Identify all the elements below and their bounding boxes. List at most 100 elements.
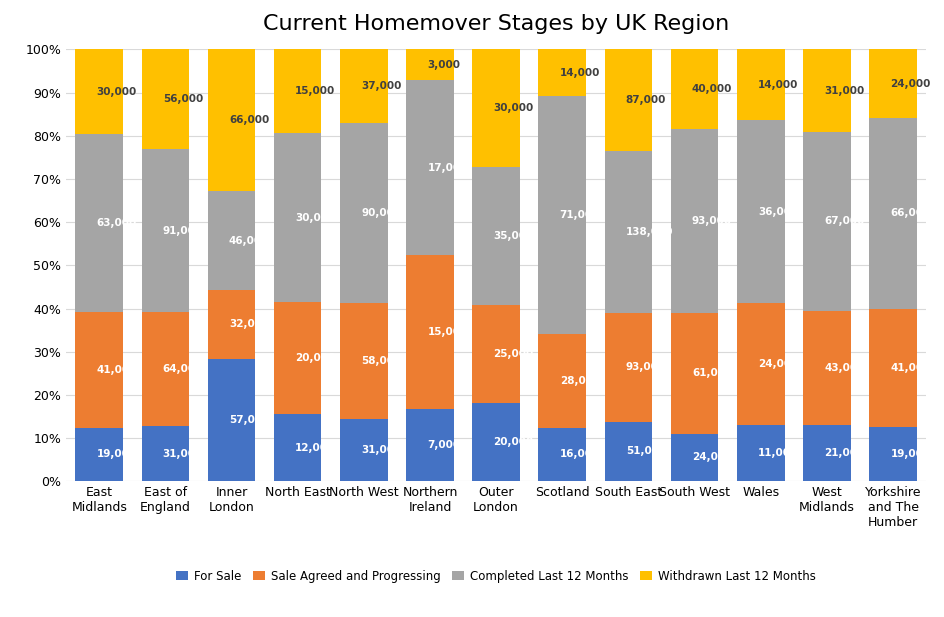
Text: 66,000: 66,000 <box>889 209 930 218</box>
Bar <box>406 49 453 80</box>
Bar <box>736 304 784 425</box>
Text: 19,000: 19,000 <box>96 449 137 460</box>
Text: 66,000: 66,000 <box>228 115 269 125</box>
Bar <box>142 49 189 149</box>
Bar <box>274 133 321 302</box>
Bar <box>670 434 717 481</box>
Bar <box>76 312 123 428</box>
Text: 36,000: 36,000 <box>757 207 798 217</box>
Text: 16,000: 16,000 <box>559 449 599 460</box>
Text: 21,000: 21,000 <box>823 449 864 458</box>
Text: 12,000: 12,000 <box>295 442 335 453</box>
Text: 14,000: 14,000 <box>559 68 599 78</box>
Text: 91,000: 91,000 <box>162 225 203 236</box>
Legend: For Sale, Sale Agreed and Progressing, Completed Last 12 Months, Withdrawn Last : For Sale, Sale Agreed and Progressing, C… <box>172 565 819 587</box>
Text: 31,000: 31,000 <box>361 445 401 455</box>
Bar <box>472 305 519 403</box>
Bar <box>208 358 255 481</box>
Bar <box>274 49 321 133</box>
Bar <box>670 49 717 128</box>
Bar <box>340 304 387 420</box>
Text: 57,000: 57,000 <box>228 415 269 425</box>
Text: 19,000: 19,000 <box>889 449 930 459</box>
Bar <box>538 49 585 96</box>
Bar <box>76 428 123 481</box>
Text: 7,000: 7,000 <box>427 441 460 450</box>
Text: 20,000: 20,000 <box>493 437 533 447</box>
Text: 30,000: 30,000 <box>295 213 335 223</box>
Text: 41,000: 41,000 <box>96 365 137 375</box>
Title: Current Homemover Stages by UK Region: Current Homemover Stages by UK Region <box>262 14 729 34</box>
Bar <box>802 310 850 425</box>
Bar <box>868 308 916 426</box>
Bar <box>340 123 387 304</box>
Text: 14,000: 14,000 <box>757 80 798 90</box>
Bar <box>472 167 519 305</box>
Bar <box>802 49 850 132</box>
Bar <box>538 334 585 428</box>
Bar <box>604 313 651 421</box>
Bar <box>604 49 651 151</box>
Bar <box>538 96 585 334</box>
Text: 41,000: 41,000 <box>889 363 930 373</box>
Text: 90,000: 90,000 <box>361 209 401 218</box>
Text: 24,000: 24,000 <box>757 359 798 370</box>
Text: 17,000: 17,000 <box>427 163 467 173</box>
Text: 40,000: 40,000 <box>691 84 732 94</box>
Text: 37,000: 37,000 <box>361 81 401 91</box>
Bar <box>142 426 189 481</box>
Bar <box>208 49 255 191</box>
Bar <box>340 420 387 481</box>
Text: 43,000: 43,000 <box>823 363 864 373</box>
Bar <box>208 290 255 358</box>
Bar <box>406 255 453 409</box>
Bar <box>868 118 916 308</box>
Text: 15,000: 15,000 <box>295 86 335 96</box>
Bar <box>604 421 651 481</box>
Bar <box>868 426 916 481</box>
Bar <box>472 403 519 481</box>
Text: 30,000: 30,000 <box>96 87 137 97</box>
Bar <box>340 49 387 123</box>
Text: 64,000: 64,000 <box>162 364 203 374</box>
Bar <box>802 132 850 310</box>
Bar <box>142 312 189 426</box>
Bar <box>868 49 916 118</box>
Bar <box>472 49 519 167</box>
Text: 25,000: 25,000 <box>493 349 533 358</box>
Text: 24,000: 24,000 <box>889 79 930 89</box>
Bar <box>538 428 585 481</box>
Text: 51,000: 51,000 <box>625 447 666 457</box>
Bar <box>406 409 453 481</box>
Text: 24,000: 24,000 <box>691 452 732 463</box>
Text: 87,000: 87,000 <box>625 95 666 106</box>
Bar <box>736 425 784 481</box>
Text: 31,000: 31,000 <box>162 449 203 458</box>
Text: 138,000: 138,000 <box>625 227 672 237</box>
Bar <box>142 149 189 312</box>
Text: 3,000: 3,000 <box>427 60 460 70</box>
Text: 71,000: 71,000 <box>559 210 599 220</box>
Text: 31,000: 31,000 <box>823 86 864 96</box>
Bar <box>670 313 717 434</box>
Text: 28,000: 28,000 <box>559 376 599 386</box>
Bar <box>208 191 255 290</box>
Bar <box>274 414 321 481</box>
Bar <box>406 80 453 255</box>
Bar <box>736 49 784 120</box>
Text: 32,000: 32,000 <box>228 320 269 329</box>
Bar <box>604 151 651 313</box>
Text: 46,000: 46,000 <box>228 236 269 246</box>
Text: 67,000: 67,000 <box>823 217 864 226</box>
Text: 15,000: 15,000 <box>427 327 467 337</box>
Bar <box>802 425 850 481</box>
Text: 20,000: 20,000 <box>295 353 335 363</box>
Text: 11,000: 11,000 <box>757 449 798 458</box>
Text: 93,000: 93,000 <box>625 362 666 372</box>
Bar <box>76 134 123 312</box>
Text: 56,000: 56,000 <box>162 94 203 104</box>
Bar <box>736 120 784 304</box>
Text: 93,000: 93,000 <box>691 216 732 226</box>
Bar <box>274 302 321 414</box>
Text: 30,000: 30,000 <box>493 103 533 114</box>
